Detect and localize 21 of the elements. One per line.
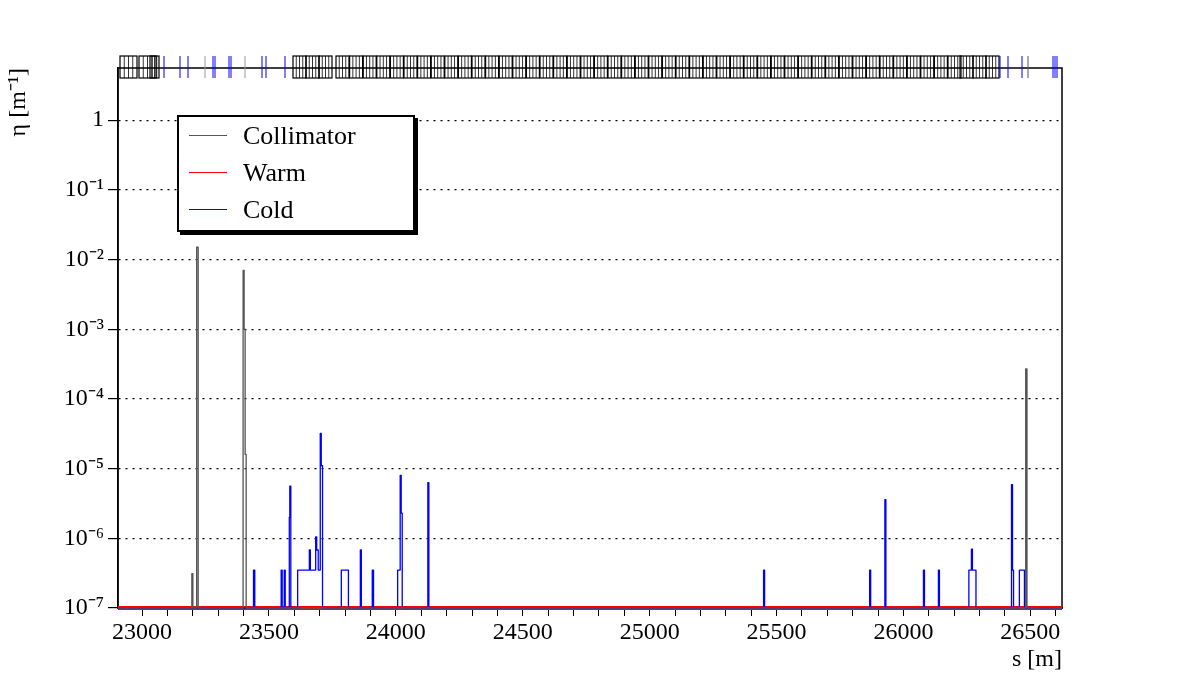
- y-tick-label: 10⁻⁵: [63, 453, 104, 480]
- y-tick-label: 10⁻²: [64, 244, 104, 271]
- x-tick-label: 24500: [492, 617, 553, 644]
- x-tick-label: 26500: [1000, 617, 1061, 644]
- legend-label: Cold: [243, 194, 294, 225]
- y-tick-label: 10⁻⁷: [63, 593, 104, 620]
- legend-label: Collimator: [243, 120, 356, 151]
- x-tick-label: 23000: [112, 617, 173, 644]
- x-tick-label: 26000: [873, 617, 934, 644]
- x-tick-label: 25000: [619, 617, 680, 644]
- y-axis-title: η [m⁻¹]: [3, 68, 30, 137]
- legend-label: Warm: [243, 157, 306, 188]
- y-tick-label: 10⁻⁴: [63, 384, 104, 411]
- y-tick-label: 10⁻⁶: [63, 523, 104, 550]
- y-tick-label: 10⁻¹: [64, 175, 104, 202]
- x-tick-label: 23500: [238, 617, 299, 644]
- x-tick-label: 25500: [746, 617, 807, 644]
- y-tick-label: 1: [92, 105, 104, 132]
- y-tick-label: 10⁻³: [64, 314, 104, 341]
- x-axis-title: s [m]: [1012, 644, 1062, 671]
- x-tick-label: 24000: [365, 617, 426, 644]
